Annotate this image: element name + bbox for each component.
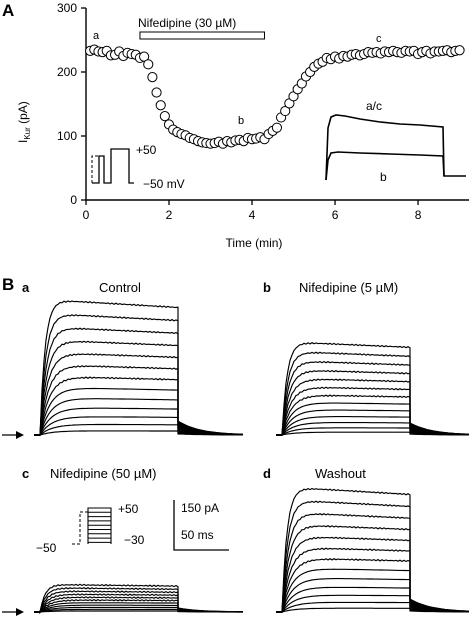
point-label-c: c	[376, 33, 382, 45]
protocol-bottom-label: −50 mV	[143, 177, 185, 191]
step-protocol-left: −50	[36, 541, 57, 555]
step-protocol-bottom: −30	[124, 533, 145, 547]
data-points	[85, 44, 465, 149]
x-tick-label: 4	[249, 208, 256, 222]
current-trace	[34, 340, 243, 436]
subpanel-title-a: Control	[99, 280, 141, 295]
protocol-step-lines	[88, 507, 111, 543]
current-trace	[34, 376, 244, 436]
x-tick-label: 6	[332, 208, 339, 222]
current-trace	[34, 583, 243, 613]
current-family-washout	[276, 487, 469, 613]
y-axis-label: IKur (pA)	[16, 101, 32, 143]
data-point	[454, 45, 465, 56]
scale-bar: 150 pA 50 ms	[173, 500, 229, 551]
y-tick-label: 200	[57, 65, 77, 79]
y-tick-label: 300	[57, 1, 77, 15]
subpanel-title-d: Washout	[315, 466, 366, 481]
subpanel-letter-d: d	[263, 466, 271, 481]
x-tick-label: 8	[415, 208, 422, 222]
current-trace	[276, 378, 469, 436]
protocol-prepulse-dashed	[72, 511, 88, 545]
subpanel-title-c: Nifedipine (50 µM)	[50, 466, 156, 481]
drug-bar-label: Nifedipine (30 µM)	[138, 16, 236, 30]
scale-bar-current: 150 pA	[181, 501, 219, 515]
protocol-inset: +50 −50 mV	[91, 143, 185, 191]
data-point	[147, 72, 158, 83]
current-trace	[34, 300, 244, 436]
data-point	[155, 100, 166, 111]
trace-label-ac: a/c	[366, 99, 382, 113]
data-point	[151, 87, 162, 98]
data-point	[139, 51, 150, 62]
panel-a-label: A	[2, 1, 14, 20]
zero-current-arrow-a	[2, 431, 24, 439]
current-trace	[276, 536, 469, 613]
current-family-control	[34, 300, 244, 436]
subpanel-letter-c: c	[22, 466, 29, 481]
protocol-step-outline	[87, 507, 112, 544]
current-trace	[34, 353, 244, 436]
current-family-nifedipine-50	[34, 583, 244, 615]
scale-bar-time: 50 ms	[181, 528, 214, 542]
subpanel-title-b: Nifedipine (5 µM)	[299, 280, 398, 295]
data-point	[271, 122, 283, 133]
trace-b	[325, 151, 445, 181]
panel-a-chart: 0 100 200 300 0 2 4 6 8 IKur (pA) Time (min) Ni…	[16, 1, 469, 250]
drug-application-bar	[139, 31, 265, 40]
data-point	[143, 59, 154, 70]
x-ticks: 0 2 4 6 8	[83, 200, 422, 222]
x-axis-label: Time (min)	[226, 236, 283, 250]
subpanel-letter-a: a	[22, 280, 30, 295]
y-tick-label: 100	[57, 129, 77, 143]
current-family-nifedipine-5	[276, 342, 469, 436]
current-trace	[276, 487, 469, 613]
current-trace	[34, 596, 244, 613]
data-point	[159, 111, 170, 122]
protocol-prepulse-dashed	[91, 155, 99, 183]
step-protocol-top: +50	[118, 502, 139, 516]
protocol-top-label: +50	[136, 143, 157, 157]
data-point	[280, 105, 291, 117]
y-tick-label: 0	[70, 193, 77, 207]
x-tick-label: 0	[83, 208, 90, 222]
x-tick-label: 2	[166, 208, 173, 222]
y-ticks: 0 100 200 300	[57, 1, 86, 207]
trace-label-b: b	[380, 170, 387, 184]
trace-a-c	[325, 114, 466, 181]
current-trace	[34, 387, 244, 436]
zero-current-arrow-c	[2, 608, 24, 616]
step-protocol-inset: +50 −50 −30	[36, 502, 145, 555]
point-label-a: a	[93, 30, 100, 42]
protocol-trace	[92, 148, 134, 184]
panel-b-label: B	[2, 275, 14, 294]
scale-bar-lines	[173, 500, 229, 551]
current-trace	[276, 342, 469, 436]
subpanel-letter-b: b	[263, 280, 271, 295]
current-trace-inset: a/c b	[325, 99, 466, 184]
point-label-b: b	[238, 115, 244, 127]
